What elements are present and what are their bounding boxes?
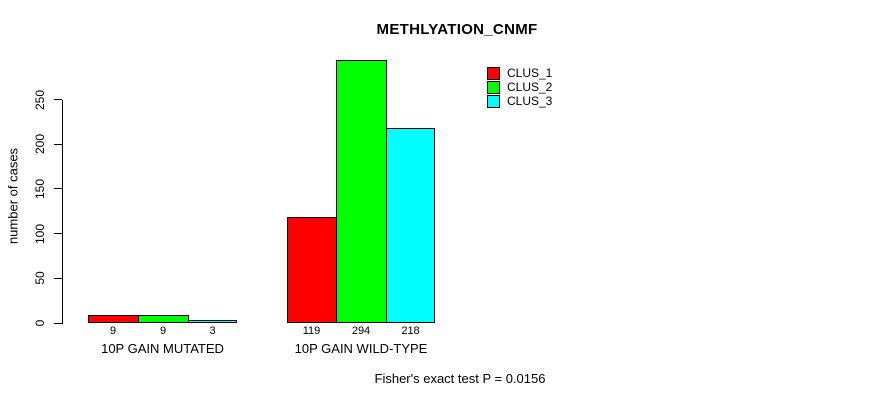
chart-title: METHLYATION_CNMF	[376, 21, 538, 38]
y-tick-label: 200	[33, 134, 47, 155]
y-tick-mark	[54, 188, 62, 190]
y-tick-mark	[54, 233, 62, 235]
y-tick-label: 50	[33, 271, 47, 285]
y-tick-label: 100	[33, 223, 47, 244]
bar-value-label: 9	[109, 325, 117, 337]
bar-clus_2-group2	[336, 60, 387, 323]
y-tick-mark	[54, 322, 62, 324]
legend-label: CLUS_3	[507, 94, 553, 108]
category-label: 10P GAIN MUTATED	[101, 341, 224, 356]
y-tick-label: 150	[33, 178, 47, 199]
legend-swatch-clus_3	[487, 95, 500, 108]
category-label: 10P GAIN WILD-TYPE	[294, 341, 428, 356]
legend-label: CLUS_2	[507, 80, 553, 94]
bar-value-label: 9	[159, 325, 167, 337]
legend-swatch-clus_2	[487, 81, 500, 94]
bar-clus_2-group1	[138, 315, 189, 323]
bar-clus_3-group2	[386, 128, 435, 323]
legend-swatch-clus_1	[487, 67, 500, 80]
y-axis-label: number of cases	[5, 147, 21, 245]
y-axis-line	[62, 100, 63, 324]
bar-value-label: 294	[351, 325, 371, 337]
bar-value-label: 218	[401, 325, 420, 337]
bar-clus_3-group1	[188, 320, 237, 323]
y-tick-mark	[54, 99, 62, 100]
bar-clus_1-group1	[88, 315, 139, 323]
bar-value-label: 119	[302, 325, 321, 337]
bar-value-label: 3	[209, 325, 216, 337]
y-tick-label: 250	[33, 89, 47, 110]
y-tick-mark	[54, 277, 62, 279]
bar-clus_1-group2	[287, 217, 337, 323]
y-tick-label: 0	[33, 319, 47, 327]
legend-label: CLUS_1	[507, 66, 553, 80]
y-tick-mark	[54, 143, 62, 145]
stat-annotation: Fisher's exact test P = 0.0156	[374, 371, 546, 386]
